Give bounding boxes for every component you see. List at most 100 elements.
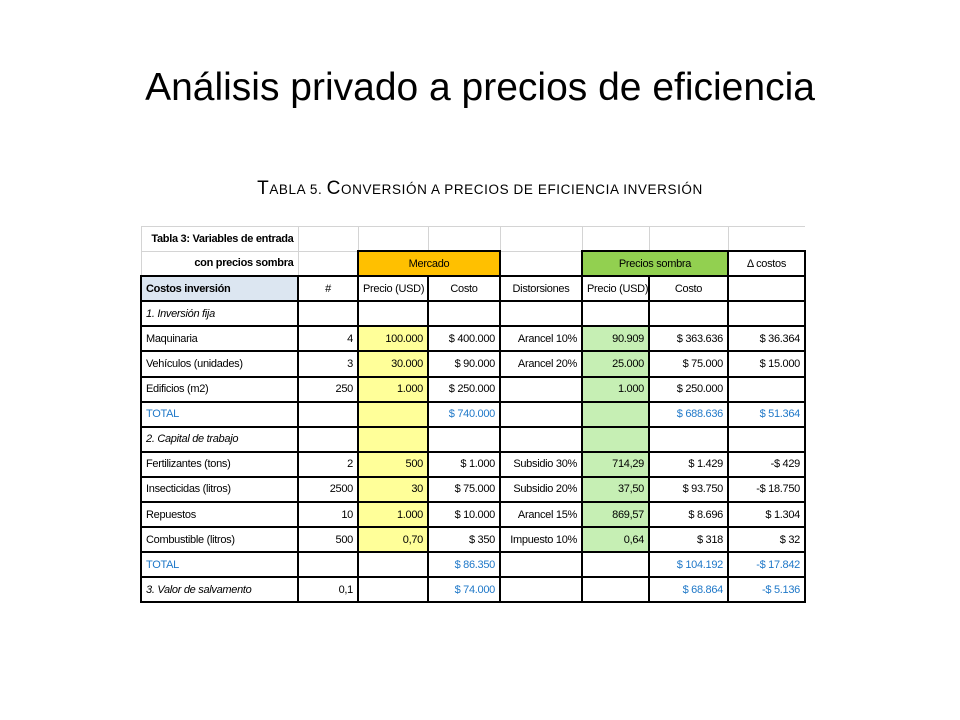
salvage-qty: 0,1: [297, 576, 358, 604]
col-header-distortions: Distorsiones: [499, 275, 582, 303]
row-label: Fertilizantes (tons): [140, 451, 298, 478]
cost-cell: $ 350: [427, 526, 500, 554]
caption-part-abla: ABLA 5.: [269, 182, 327, 197]
cost-cell: $ 1.000: [427, 451, 500, 478]
price-cell: 1.000: [357, 376, 428, 403]
total-shadow-cost: $ 104.192: [648, 551, 728, 579]
empty-cell: [727, 275, 806, 303]
delta-cell: $ 36.364: [727, 325, 806, 353]
qty-cell: 250: [297, 376, 358, 403]
empty-cell: [499, 401, 582, 428]
row-label: Insecticidas (litros): [140, 476, 298, 504]
total-row-fixed: TOTAL $ 740.000 $ 688.636 $ 51.364: [140, 401, 806, 428]
header-row-1: Tabla 3: Variables de entrada: [140, 226, 805, 252]
salvage-cost: $ 74.000: [427, 576, 500, 604]
qty-cell: 2500: [297, 476, 358, 504]
distortion-cell: Arancel 15%: [499, 501, 582, 529]
table-row: Combustible (litros) 500 0,70 $ 350 Impu…: [140, 526, 806, 554]
caption-cap-t: T: [257, 178, 270, 199]
empty-cell: [297, 226, 358, 252]
empty-cell: [648, 226, 728, 252]
cost-cell: $ 75.000: [427, 476, 500, 504]
empty-cell: [357, 300, 428, 328]
slide-title: Análisis privado a precios de eficiencia: [145, 66, 815, 109]
empty-cell: [727, 300, 806, 328]
shadow-cost-cell: $ 250.000: [648, 376, 728, 403]
total-label: TOTAL: [140, 551, 298, 579]
col-header-qty: #: [297, 275, 358, 303]
shadow-cost-cell: $ 318: [648, 526, 728, 554]
col-header-costs: Costos inversión: [140, 275, 298, 303]
row-label: Combustible (litros): [140, 526, 298, 554]
qty-cell: 500: [297, 526, 358, 554]
price-cell: 0,70: [357, 526, 428, 554]
shadow-cost-cell: $ 75.000: [648, 350, 728, 378]
cost-cell: $ 90.000: [427, 350, 500, 378]
distortion-cell: [499, 376, 582, 403]
shadow-price-cell: 714,29: [581, 451, 649, 478]
col-header-price: Precio (USD): [357, 275, 428, 303]
caption-cap-c: C: [326, 178, 341, 199]
empty-cell: [357, 576, 428, 604]
empty-cell: [581, 576, 649, 604]
shadow-price-cell: 0,64: [581, 526, 649, 554]
empty-cell: [648, 426, 728, 453]
empty-cell: [499, 426, 582, 453]
empty-cell: [297, 300, 358, 328]
price-cell: 30.000: [357, 350, 428, 378]
empty-cell: [581, 551, 649, 579]
delta-cell: $ 15.000: [727, 350, 806, 378]
table-row: Fertilizantes (tons) 2 500 $ 1.000 Subsi…: [140, 451, 806, 478]
empty-cell: [427, 300, 500, 328]
total-row-working: TOTAL $ 86.350 $ 104.192 -$ 17.842: [140, 551, 806, 579]
empty-cell: [499, 226, 582, 252]
cost-cell: $ 10.000: [427, 501, 500, 529]
qty-cell: 2: [297, 451, 358, 478]
empty-cell: [297, 551, 358, 579]
delta-cell: $ 32: [727, 526, 806, 554]
header-title-2: con precios sombra: [140, 250, 298, 278]
price-cell: 30: [357, 476, 428, 504]
empty-cell: [499, 576, 582, 604]
shadow-cost-cell: $ 8.696: [648, 501, 728, 529]
row-label: Edificios (m2): [140, 376, 298, 403]
empty-cell: [427, 426, 500, 453]
section-label: 1. Inversión fija: [140, 300, 298, 328]
qty-cell: 10: [297, 501, 358, 529]
cost-cell: $ 400.000: [427, 325, 500, 353]
delta-cell: [727, 376, 806, 403]
col-header-shadow-price: Precio (USD): [581, 275, 649, 303]
shadow-price-cell: 25.000: [581, 350, 649, 378]
price-cell: 1.000: [357, 501, 428, 529]
header-title-1: Tabla 3: Variables de entrada: [140, 226, 298, 252]
distortion-cell: Arancel 20%: [499, 350, 582, 378]
section-row-working: 2. Capital de trabajo: [140, 426, 806, 453]
investment-table-container: Tabla 3: Variables de entrada con precio…: [140, 226, 806, 604]
empty-cell: [648, 300, 728, 328]
empty-cell: [427, 226, 500, 252]
investment-table: Tabla 3: Variables de entrada con precio…: [140, 226, 806, 604]
shadow-cost-cell: $ 93.750: [648, 476, 728, 504]
col-header-shadow-cost: Costo: [648, 275, 728, 303]
table-row: Vehículos (unidades) 3 30.000 $ 90.000 A…: [140, 350, 806, 378]
empty-cell: [357, 226, 428, 252]
empty-cell: [581, 401, 649, 428]
empty-cell: [499, 300, 582, 328]
empty-cell: [297, 250, 358, 278]
shadow-price-cell: 90.909: [581, 325, 649, 353]
empty-cell: [499, 551, 582, 579]
empty-cell: [357, 426, 428, 453]
table-row: Repuestos 10 1.000 $ 10.000 Arancel 15% …: [140, 501, 806, 529]
salvage-label: 3. Valor de salvamento: [140, 576, 298, 604]
table-row: Insecticidas (litros) 2500 30 $ 75.000 S…: [140, 476, 806, 504]
shadow-cost-cell: $ 1.429: [648, 451, 728, 478]
distortion-cell: Subsidio 20%: [499, 476, 582, 504]
empty-cell: [581, 426, 649, 453]
shadow-price-cell: 869,57: [581, 501, 649, 529]
salvage-shadow-cost: $ 68.864: [648, 576, 728, 604]
empty-cell: [581, 226, 649, 252]
section-row-fixed: 1. Inversión fija: [140, 300, 806, 328]
header-row-2: con precios sombra Mercado Precios sombr…: [140, 250, 806, 278]
qty-cell: 4: [297, 325, 358, 353]
shadow-cost-cell: $ 363.636: [648, 325, 728, 353]
